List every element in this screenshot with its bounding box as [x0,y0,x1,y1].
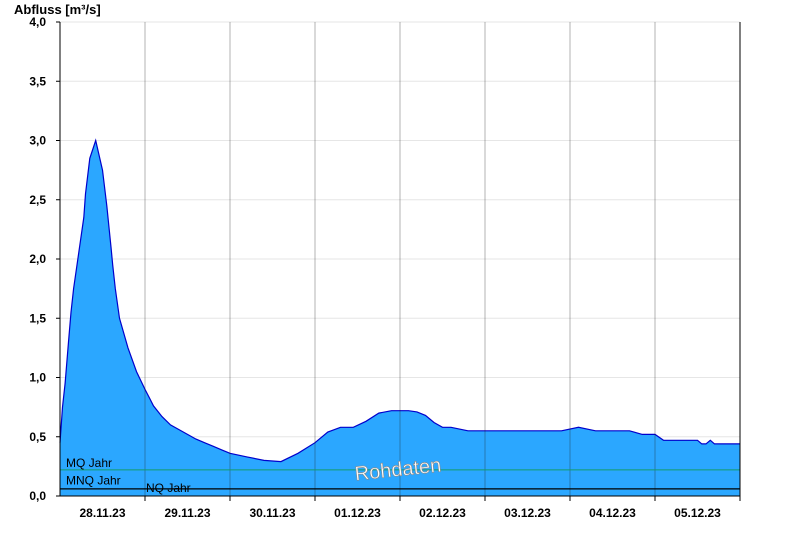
y-tick-label: 2,5 [29,193,46,207]
y-tick-label: 0,5 [29,430,46,444]
x-tick-label: 03.12.23 [504,506,551,520]
y-tick-label: 2,0 [29,252,46,266]
y-tick-label: 3,0 [29,134,46,148]
mq-label: MQ Jahr [66,456,112,470]
x-tick-labels: 28.11.23 29.11.23 30.11.23 01.12.23 02.12.23… [79,496,741,520]
x-tick-label: 01.12.23 [334,506,381,520]
flow-line [59,138,740,463]
x-tick-label: 28.11.23 [79,506,125,520]
day-separators [144,22,656,496]
x-tick-label: 30.11.23 [249,506,295,520]
y-tick-label: 3,5 [29,74,46,88]
nq-label: NQ Jahr [146,481,191,495]
reference-lines: MQ Jahr MNQ Jahr NQ Jahr [60,456,740,495]
y-axis-label: Abfluss [m³/s] [14,2,101,17]
x-tick-label: 05.12.23 [674,506,721,520]
x-tick-label: 29.11.23 [164,506,210,520]
x-tick-label: 04.12.23 [589,506,636,520]
mnq-label: MNQ Jahr [66,474,121,488]
y-tick-label: 1,5 [29,311,46,325]
y-tick-label: 0,0 [29,489,46,503]
y-tick-label: 4,0 [29,15,46,29]
x-tick-label: 02.12.23 [419,506,466,520]
y-tick-label: 1,0 [29,371,46,385]
y-tick-labels: 0,0 0,5 1,0 1,5 2,0 2,5 3,0 3,5 4,0 [29,15,60,503]
